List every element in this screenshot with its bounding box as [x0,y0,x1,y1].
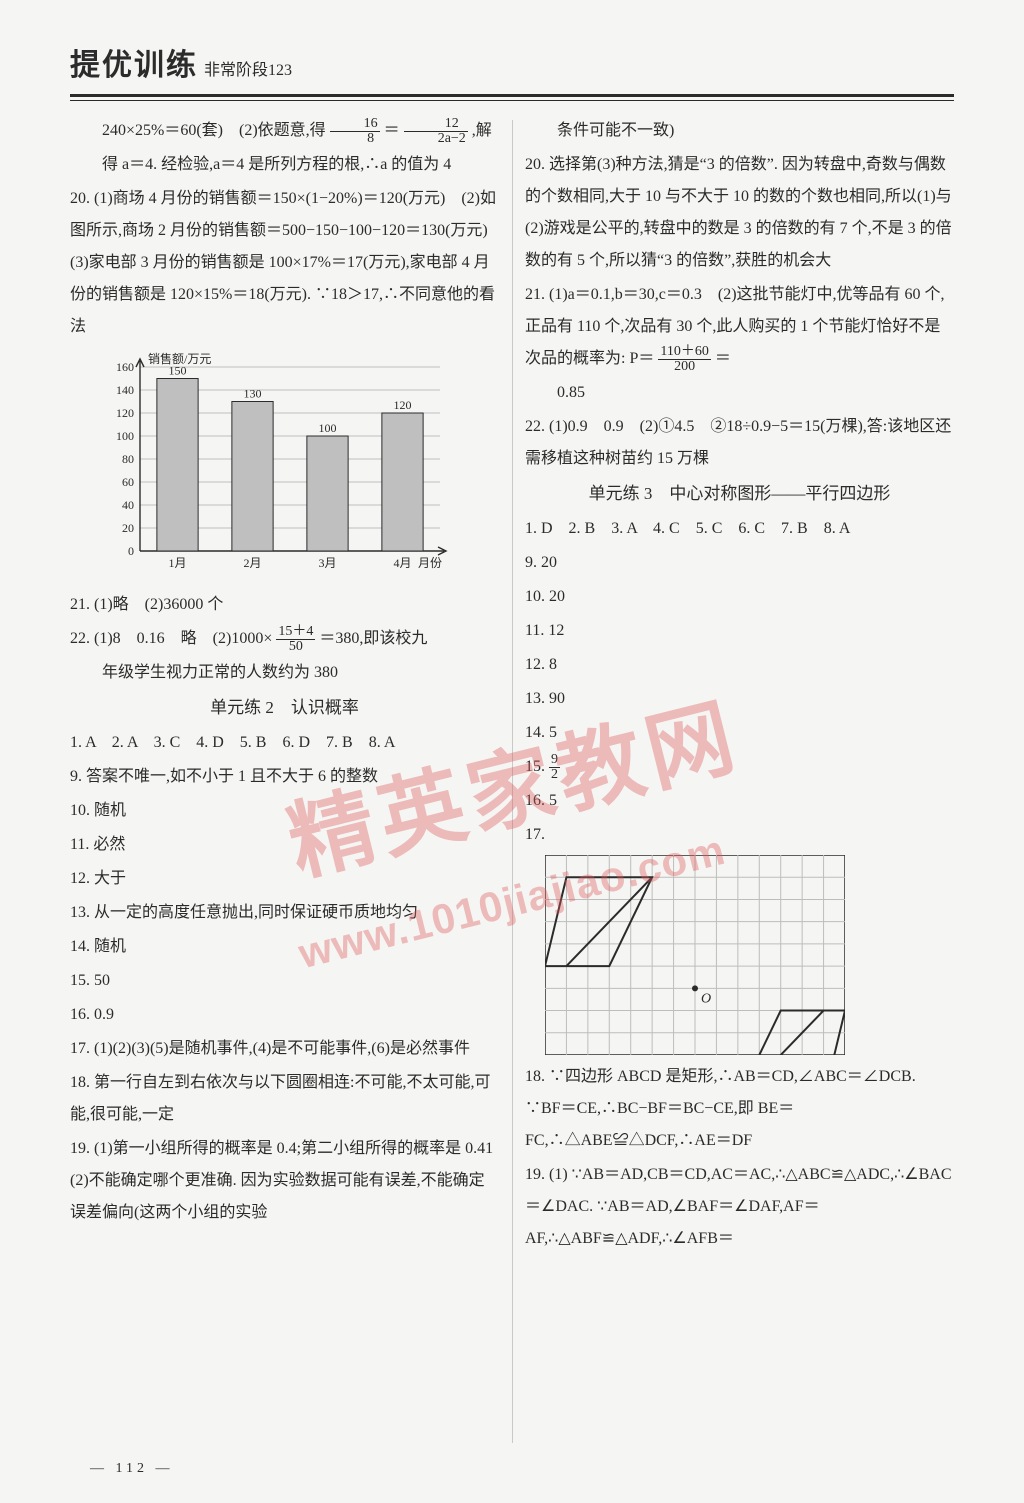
text-line: 15. 50 [70,965,499,997]
numerator: 9 [549,753,560,768]
text: ＝ [715,350,731,367]
text-line: 240×25%＝60(套) (2)依题意,得 168 ＝ 122a−2 ,解 [70,115,499,147]
rule-thin [70,100,954,101]
rule-thick [70,94,954,97]
svg-text:0: 0 [128,544,134,558]
text-line: 10. 20 [525,581,954,613]
text-line: 12. 8 [525,649,954,681]
numerator: 15＋4 [276,625,315,640]
header-title-main: 提优训练 [70,40,198,84]
svg-text:3月: 3月 [318,556,336,570]
text: 21. (1)a＝0.1,b＝30,c＝0.3 (2)这批节能灯中,优等品有 6… [525,286,945,367]
numerator: 12 [404,117,468,132]
header: 提优训练 非常阶段123 [70,40,954,90]
svg-text:1月: 1月 [168,556,186,570]
text-line: 18. 第一行自左到右依次与以下圆圈相连:不可能,不太可能,可能,很可能,一定 [70,1067,499,1131]
fraction: 168 [330,117,380,146]
text-line: 12. 大于 [70,863,499,895]
text-line: 11. 12 [525,615,954,647]
text-line: 22. (1)0.9 0.9 (2)①4.5 ②18÷0.9−5＝15(万棵),… [525,411,954,475]
right-column: 条件可能不一致) 20. 选择第(3)种方法,猜是“3 的倍数”. 因为转盘中,… [525,115,954,1257]
text-line: 14. 随机 [70,931,499,963]
page: 提优训练 非常阶段123 240×25%＝60(套) (2)依题意,得 168 … [0,0,1024,1503]
svg-text:60: 60 [122,475,134,489]
text-line: 13. 90 [525,683,954,715]
fraction: 122a−2 [404,117,468,146]
text-line: 15. 92 [525,751,954,783]
fraction: 110＋60200 [658,345,710,374]
numerator: 16 [330,117,380,132]
section-title: 单元练 3 中心对称图形——平行四边形 [525,477,954,511]
page-number: — 112 — [90,1461,173,1477]
denominator: 200 [658,360,710,374]
grid-svg: O [545,855,845,1055]
grid-figure: O [545,855,845,1055]
svg-text:120: 120 [394,398,412,412]
text-line: 10. 随机 [70,795,499,827]
text-line: 19. (1) ∵AB＝AD,CB＝CD,AC＝AC,∴△ABC≌△ADC,∴∠… [525,1159,954,1255]
svg-text:2月: 2月 [243,556,261,570]
left-column: 240×25%＝60(套) (2)依题意,得 168 ＝ 122a−2 ,解 得… [70,115,499,1257]
svg-text:100: 100 [319,421,337,435]
text-line: 20. (1)商场 4 月份的销售额＝150×(1−20%)＝120(万元) (… [70,183,499,343]
text: 15. [525,758,549,775]
fraction: 15＋450 [276,625,315,654]
text-line: 年级学生视力正常的人数约为 380 [70,657,499,689]
svg-text:20: 20 [122,521,134,535]
text-line: 14. 5 [525,717,954,749]
svg-text:150: 150 [169,364,187,378]
text: ＝380,即该校九 [319,630,427,647]
denominator: 50 [276,640,315,654]
denominator: 2a−2 [404,132,468,146]
svg-text:100: 100 [116,429,134,443]
text: 22. (1)8 0.16 略 (2)1000× [70,630,272,647]
text-line: 21. (1)a＝0.1,b＝30,c＝0.3 (2)这批节能灯中,优等品有 6… [525,279,954,375]
text-line: 19. (1)第一小组所得的概率是 0.4;第二小组所得的概率是 0.41 (2… [70,1133,499,1229]
text-line: 0.85 [525,377,954,409]
svg-text:140: 140 [116,383,134,397]
text-line: 得 a＝4. 经检验,a＝4 是所列方程的根,∴a 的值为 4 [70,149,499,181]
header-title-sub: 非常阶段123 [204,56,292,80]
text: ＝ [384,122,400,139]
body-columns: 240×25%＝60(套) (2)依题意,得 168 ＝ 122a−2 ,解 得… [70,115,954,1257]
text-line: 13. 从一定的高度任意抛出,同时保证硬币质地均匀 [70,897,499,929]
text-line: 18. ∵四边形 ABCD 是矩形,∴AB＝CD,∠ABC＝∠DCB. ∵BF＝… [525,1061,954,1157]
text-line: 17. (1)(2)(3)(5)是随机事件,(4)是不可能事件,(6)是必然事件 [70,1033,499,1065]
text-line: 1. A 2. A 3. C 4. D 5. B 6. D 7. B 8. A [70,727,499,759]
text: 240×25%＝60(套) (2)依题意,得 [102,122,326,139]
text-line: 22. (1)8 0.16 略 (2)1000× 15＋450 ＝380,即该校… [70,623,499,655]
chart-svg: 020406080100120140160销售额/万元1501月1302月100… [90,349,450,579]
text-line: 9. 20 [525,547,954,579]
denominator: 2 [549,768,560,782]
denominator: 8 [330,132,380,146]
svg-text:120: 120 [116,406,134,420]
svg-text:40: 40 [122,498,134,512]
text-line: 1. D 2. B 3. A 4. C 5. C 6. C 7. B 8. A [525,513,954,545]
text-line: 11. 必然 [70,829,499,861]
text-line: 9. 答案不唯一,如不小于 1 且不大于 6 的整数 [70,761,499,793]
text-line: 16. 5 [525,785,954,817]
text: ,解 [472,122,492,139]
svg-text:月份: 月份 [418,556,442,570]
svg-text:80: 80 [122,452,134,466]
section-title: 单元练 2 认识概率 [70,691,499,725]
svg-text:130: 130 [244,387,262,401]
text-line: 17. [525,819,954,851]
bar-chart: 020406080100120140160销售额/万元1501月1302月100… [90,349,450,579]
text-line: 21. (1)略 (2)36000 个 [70,589,499,621]
svg-text:O: O [701,991,711,1006]
text-line: 条件可能不一致) [525,115,954,147]
numerator: 110＋60 [658,345,710,360]
text-line: 20. 选择第(3)种方法,猜是“3 的倍数”. 因为转盘中,奇数与偶数的个数相… [525,149,954,277]
fraction: 92 [549,753,560,782]
text-line: 16. 0.9 [70,999,499,1031]
svg-text:4月: 4月 [393,556,411,570]
svg-text:160: 160 [116,360,134,374]
